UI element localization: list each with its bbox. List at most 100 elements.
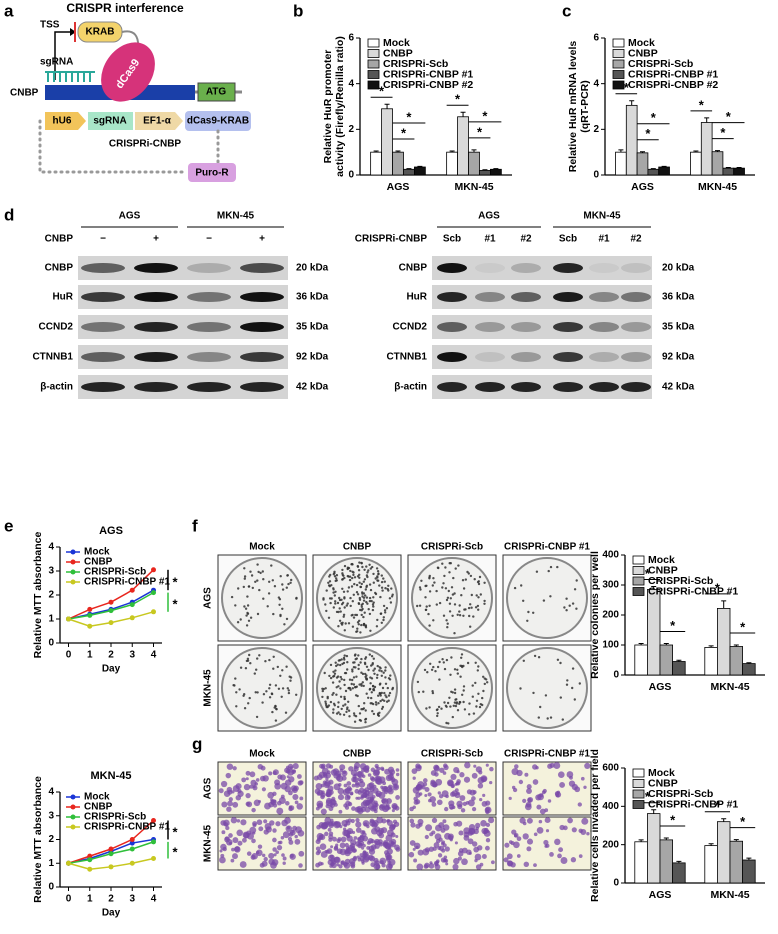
- band: [621, 352, 651, 362]
- colony: [362, 622, 366, 626]
- panel-letter: c: [562, 1, 571, 20]
- colony: [265, 690, 268, 693]
- cell: [219, 856, 226, 864]
- cell: [467, 838, 474, 845]
- error-bar: [676, 860, 682, 863]
- x-tick-label: AGS: [649, 681, 672, 693]
- colony: [350, 562, 354, 566]
- significance-mark: *: [740, 814, 746, 829]
- cell: [232, 801, 239, 808]
- row-label: AGS: [203, 587, 214, 609]
- cell: [467, 799, 475, 807]
- bar: [717, 821, 731, 884]
- colony: [483, 599, 486, 603]
- cell: [547, 799, 552, 803]
- cell: [334, 821, 342, 828]
- cell: [433, 860, 439, 866]
- colony: [387, 694, 391, 697]
- cell: [522, 798, 527, 804]
- y-tick-label: 3: [48, 566, 54, 577]
- colony: [279, 575, 282, 578]
- cell: [532, 764, 538, 770]
- colony: [435, 589, 438, 593]
- group-label: MKN-45: [583, 211, 621, 222]
- band: [621, 263, 651, 273]
- colony: [339, 663, 342, 667]
- cell: [234, 846, 241, 853]
- colony: [332, 573, 335, 576]
- column-label: CRISPRi-Scb: [421, 542, 483, 553]
- colony: [384, 666, 387, 669]
- cell: [357, 771, 364, 778]
- legend-swatch: [632, 789, 645, 799]
- bar: [392, 151, 404, 176]
- colony: [337, 625, 340, 628]
- colony: [430, 668, 434, 671]
- bar: [659, 644, 674, 676]
- colony: [519, 687, 522, 690]
- error-bar: [736, 166, 742, 169]
- data-point: [87, 866, 93, 872]
- cell: [448, 800, 455, 807]
- data-point: [129, 860, 135, 866]
- x-tick-label: 0: [66, 894, 72, 905]
- colony: [477, 596, 480, 599]
- y-axis-label: (qRT-PCR): [579, 80, 591, 133]
- colony: [472, 712, 476, 715]
- cell: [350, 769, 358, 776]
- colony: [466, 661, 470, 665]
- cell: [291, 769, 296, 775]
- colony: [355, 685, 358, 688]
- y-tick-label: 0: [613, 670, 619, 681]
- cell: [533, 832, 538, 837]
- cell: [381, 827, 388, 834]
- colony: [271, 579, 274, 582]
- cell: [463, 834, 470, 841]
- bar: [742, 859, 756, 884]
- colony: [256, 691, 259, 694]
- cell: [222, 846, 227, 852]
- band: [589, 382, 619, 392]
- colony: [352, 573, 355, 577]
- colony: [330, 597, 333, 600]
- cell: [236, 819, 241, 823]
- cell: [467, 830, 474, 836]
- colony: [435, 603, 438, 606]
- colony: [388, 691, 392, 695]
- colony: [446, 626, 449, 629]
- size-label: 42 kDa: [662, 382, 695, 393]
- cell: [452, 863, 459, 870]
- atg-box: [197, 82, 236, 102]
- diagram-title: CRISPR interference: [66, 1, 184, 15]
- cell: [536, 827, 544, 834]
- lane-label: −: [206, 234, 212, 245]
- cell: [380, 785, 384, 789]
- band: [511, 352, 541, 362]
- colony: [256, 579, 259, 582]
- colony: [333, 672, 337, 675]
- colony: [342, 656, 346, 660]
- colony: [340, 603, 344, 606]
- colony: [381, 705, 385, 709]
- cell: [317, 802, 323, 809]
- cell: [339, 764, 346, 771]
- legend-swatch: [632, 566, 645, 575]
- colony: [332, 606, 335, 609]
- cell: [338, 809, 343, 814]
- legend-marker: [70, 794, 76, 800]
- cell: [257, 844, 263, 849]
- cell: [269, 820, 275, 826]
- significance-mark: *: [379, 84, 385, 99]
- colony: [559, 696, 562, 699]
- cell: [280, 782, 288, 790]
- cell: [272, 803, 278, 808]
- colony: [391, 686, 395, 690]
- cell: [284, 817, 291, 824]
- legend-label: CRISPRi-CNBP #2: [383, 79, 473, 91]
- colony: [272, 655, 275, 658]
- legend-label: CNBP: [628, 47, 658, 59]
- colony: [559, 661, 562, 665]
- colony: [245, 614, 248, 617]
- colony: [246, 604, 250, 607]
- colony: [472, 615, 475, 618]
